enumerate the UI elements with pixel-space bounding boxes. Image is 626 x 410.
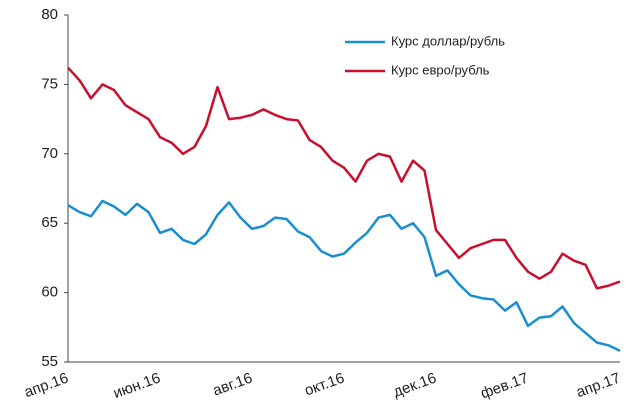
x-tick-label: апр.16: [22, 370, 71, 402]
x-tick-label: авг.16: [211, 370, 255, 400]
x-tick-label: июн.16: [111, 370, 163, 403]
legend-label: Курс евро/рубль: [391, 62, 490, 77]
x-tick-label: окт.16: [302, 370, 346, 400]
y-tick-label: 80: [41, 6, 58, 23]
legend-label: Курс доллар/рубль: [391, 33, 505, 48]
series-line: [67, 66, 621, 290]
series-line: [67, 199, 621, 353]
y-tick-label: 65: [41, 214, 58, 231]
y-tick-label: 60: [41, 284, 58, 301]
x-tick-label: апр.17: [574, 370, 623, 402]
x-tick-label: фев.17: [478, 370, 530, 403]
y-tick-label: 75: [41, 75, 58, 92]
y-tick-label: 55: [41, 353, 58, 370]
x-tick-label: дек.16: [391, 370, 439, 401]
y-tick-label: 70: [41, 145, 58, 162]
legend: Курс доллар/рубль Курс евро/рубль: [345, 33, 505, 77]
